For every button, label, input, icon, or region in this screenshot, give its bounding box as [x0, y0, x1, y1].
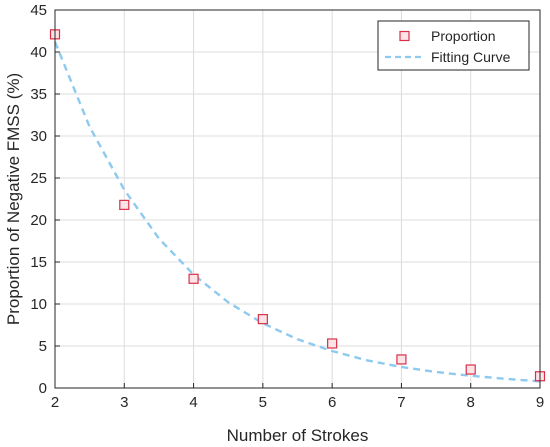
x-tick-label: 2 — [51, 394, 59, 411]
x-tick-labels: 2 3 4 5 6 7 8 9 — [51, 394, 544, 411]
y-tick-label: 30 — [30, 128, 47, 145]
legend-label-fitting-curve: Fitting Curve — [431, 49, 511, 65]
legend-square-marker — [399, 30, 410, 42]
data-point-marker — [327, 338, 338, 349]
y-axis-title: Proportion of Negative FMSS (%) — [4, 73, 23, 325]
data-point-marker — [119, 199, 130, 210]
y-tick-label: 25 — [30, 170, 47, 187]
x-tick-label: 3 — [120, 394, 128, 411]
data-point-marker — [396, 354, 407, 365]
y-tick-label: 10 — [30, 296, 47, 313]
plot-frame — [54, 9, 541, 389]
fitting-curve-layer — [53, 41, 541, 383]
legend-label-proportion: Proportion — [431, 28, 496, 44]
y-tick-label: 0 — [39, 380, 47, 397]
data-point-marker — [188, 273, 199, 284]
x-tick-label: 6 — [328, 394, 336, 411]
fitting-curve-line — [53, 41, 541, 383]
y-tick-label: 5 — [39, 338, 47, 355]
y-tick-label: 45 — [30, 2, 47, 19]
x-tick-label: 4 — [189, 394, 197, 411]
y-tick-label: 20 — [30, 212, 47, 229]
y-tick-label: 35 — [30, 86, 47, 103]
x-tick-label: 5 — [259, 394, 267, 411]
x-tick-label: 8 — [467, 394, 475, 411]
x-axis-title: Number of Strokes — [227, 426, 369, 445]
data-point-marker — [465, 364, 476, 375]
x-tick-label: 7 — [397, 394, 405, 411]
y-tick-labels: 0 5 10 15 20 25 30 35 40 45 — [30, 2, 47, 397]
legend-box — [377, 20, 530, 71]
y-tick-label: 40 — [30, 44, 47, 61]
y-tick-label: 15 — [30, 254, 47, 271]
data-point-marker — [257, 314, 268, 325]
x-tick-label: 9 — [536, 394, 544, 411]
legend: Proportion Fitting Curve — [377, 20, 530, 71]
